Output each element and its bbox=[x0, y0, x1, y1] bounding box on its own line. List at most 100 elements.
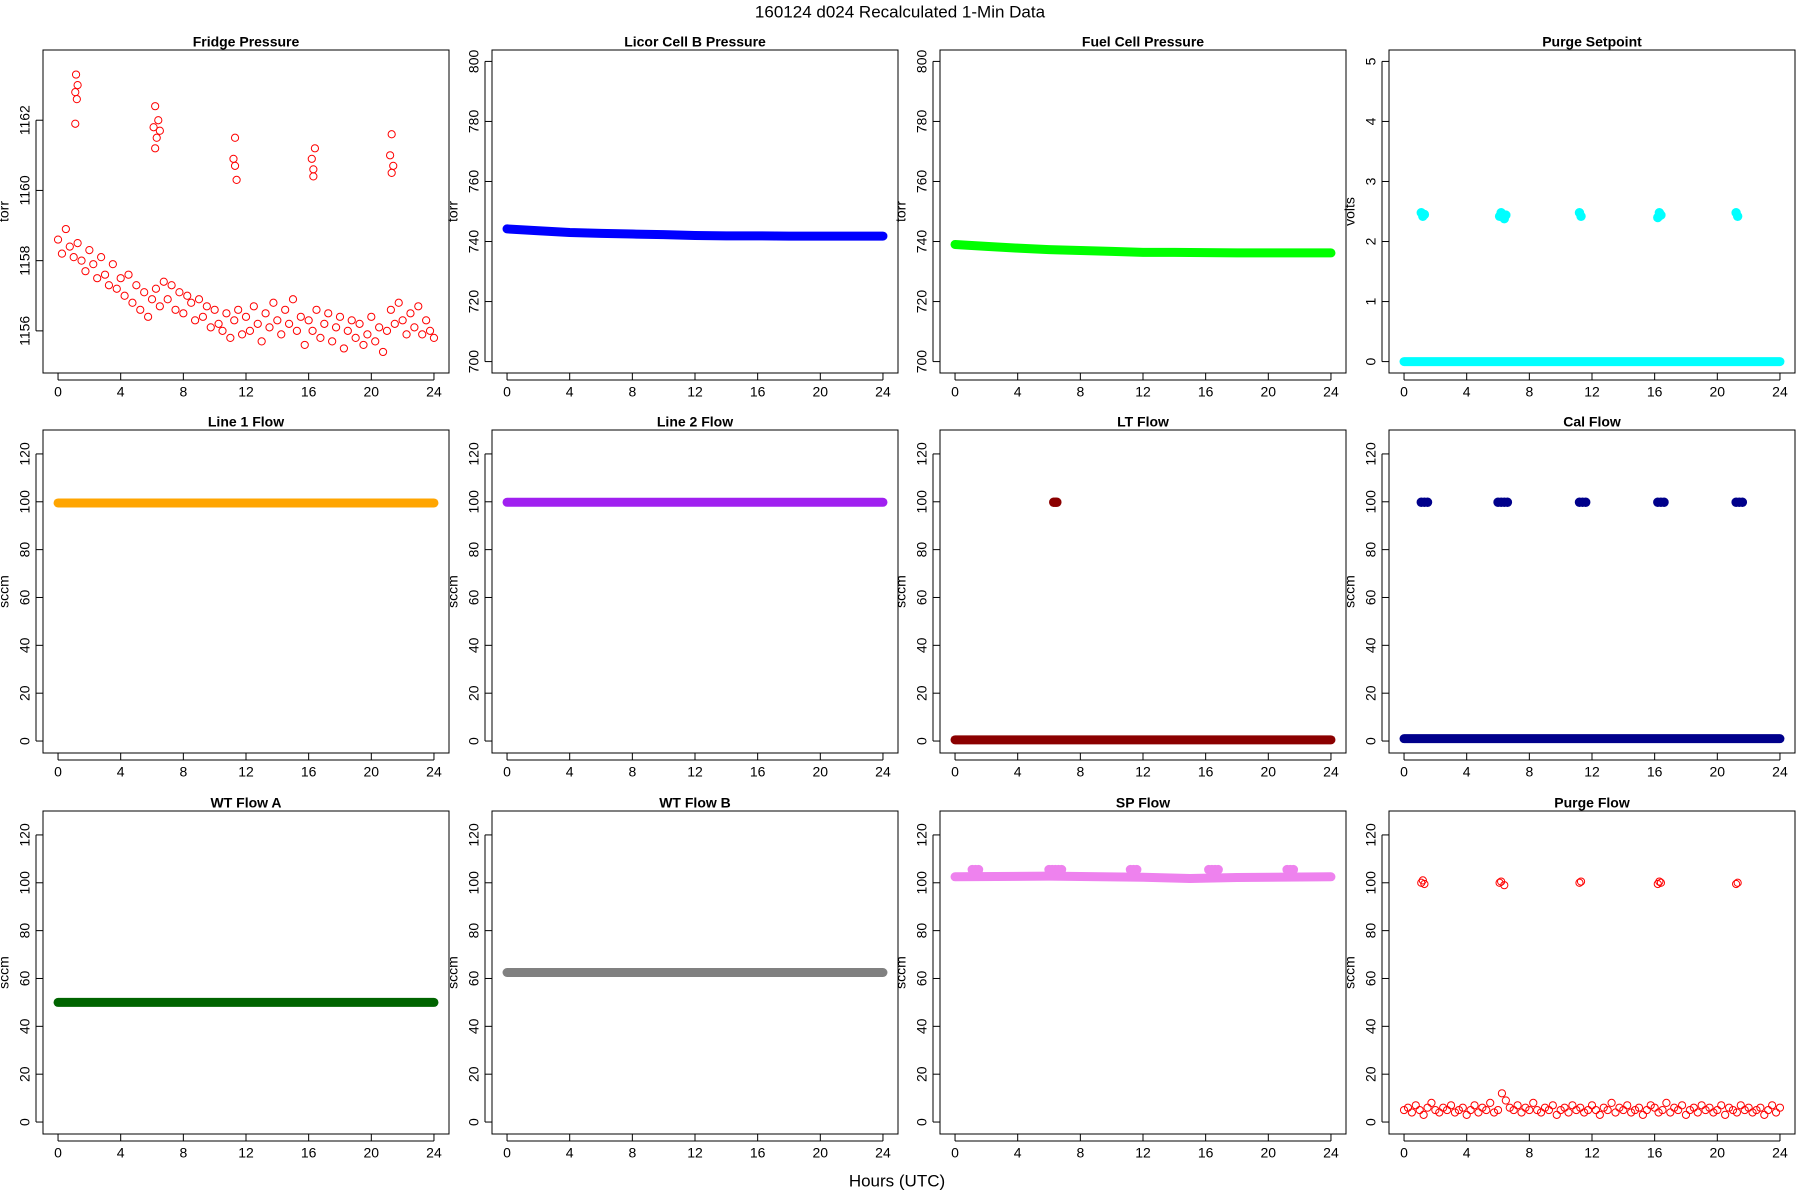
point bbox=[1656, 878, 1666, 887]
point bbox=[1466, 1105, 1475, 1115]
y-tick-label: 4 bbox=[1363, 117, 1379, 125]
panel-title: Fridge Pressure bbox=[193, 34, 300, 50]
point bbox=[1419, 1110, 1428, 1119]
y-axis-label: sccm bbox=[0, 575, 12, 608]
point bbox=[241, 312, 251, 321]
x-tick-label: 24 bbox=[1323, 1145, 1339, 1161]
y-tick-label: 60 bbox=[466, 970, 482, 986]
point bbox=[382, 326, 392, 335]
x-tick-label: 20 bbox=[1710, 1145, 1726, 1161]
point bbox=[1576, 877, 1586, 886]
point bbox=[154, 116, 163, 125]
y-tick-label: 120 bbox=[1363, 442, 1379, 466]
x-tick-label: 0 bbox=[951, 384, 959, 400]
y-tick-label: 0 bbox=[914, 737, 930, 745]
point bbox=[343, 326, 352, 335]
x-tick-label: 4 bbox=[1014, 1145, 1022, 1161]
point bbox=[387, 130, 396, 139]
y-tick-label: 60 bbox=[1363, 589, 1379, 605]
plot-area bbox=[1399, 497, 1785, 744]
y-tick-label: 700 bbox=[466, 350, 482, 374]
point bbox=[1422, 497, 1433, 507]
point bbox=[159, 277, 168, 286]
point bbox=[120, 291, 129, 300]
point bbox=[378, 347, 388, 357]
point bbox=[1525, 1105, 1534, 1115]
panel-title: Line 1 Flow bbox=[208, 414, 284, 430]
point bbox=[339, 344, 348, 353]
y-tick-label: 60 bbox=[1363, 970, 1379, 986]
x-tick-label: 8 bbox=[179, 384, 187, 400]
point bbox=[304, 316, 313, 325]
point bbox=[1501, 210, 1511, 220]
series-line bbox=[502, 224, 888, 241]
point bbox=[269, 298, 278, 307]
plot-area bbox=[950, 864, 1336, 883]
point bbox=[1502, 497, 1513, 507]
plot-frame bbox=[491, 49, 899, 374]
y-tick-label: 120 bbox=[1363, 823, 1379, 847]
point bbox=[163, 295, 172, 304]
x-tick-label: 4 bbox=[1463, 1145, 1471, 1161]
plot-area bbox=[950, 240, 1336, 258]
point bbox=[140, 288, 149, 297]
x-tick-label: 0 bbox=[54, 1145, 62, 1161]
x-tick-label: 16 bbox=[750, 764, 766, 780]
x-tick-label: 16 bbox=[1647, 1145, 1663, 1161]
y-tick-label: 100 bbox=[914, 871, 930, 895]
y-tick-label: 80 bbox=[466, 542, 482, 558]
y-tick-label: 20 bbox=[17, 1066, 33, 1082]
y-tick-label: 1160 bbox=[17, 175, 33, 205]
point bbox=[347, 316, 356, 325]
y-tick-label: 100 bbox=[1363, 490, 1379, 514]
x-tick-label: 0 bbox=[503, 1145, 511, 1161]
point bbox=[973, 864, 984, 875]
point bbox=[1581, 497, 1591, 507]
point bbox=[155, 302, 164, 311]
point bbox=[1634, 1103, 1644, 1112]
point bbox=[1756, 1103, 1765, 1112]
point bbox=[1411, 1101, 1420, 1110]
point bbox=[1462, 1110, 1471, 1119]
x-tick-label: 0 bbox=[1400, 1145, 1408, 1161]
point bbox=[222, 309, 231, 318]
point bbox=[194, 295, 204, 304]
x-tick-label: 12 bbox=[687, 764, 703, 780]
point bbox=[1564, 1108, 1573, 1117]
point bbox=[237, 330, 247, 339]
x-tick-label: 8 bbox=[1076, 764, 1084, 780]
point bbox=[1656, 210, 1666, 220]
x-tick-label: 4 bbox=[1463, 764, 1471, 780]
point bbox=[1493, 1105, 1503, 1115]
y-tick-label: 0 bbox=[17, 1118, 33, 1126]
point bbox=[1677, 1101, 1687, 1110]
point bbox=[1513, 1101, 1522, 1110]
plot-frame bbox=[491, 810, 899, 1135]
point bbox=[1056, 864, 1067, 875]
point bbox=[155, 126, 164, 135]
x-tick-label: 4 bbox=[566, 1145, 574, 1161]
point bbox=[1666, 1108, 1675, 1117]
y-tick-label: 700 bbox=[914, 350, 930, 374]
point bbox=[1638, 1110, 1648, 1119]
point bbox=[124, 270, 133, 279]
x-tick-label: 24 bbox=[875, 1145, 891, 1161]
point bbox=[292, 326, 302, 335]
y-axis-label: sccm bbox=[445, 575, 461, 608]
plot-frame bbox=[42, 429, 450, 754]
point bbox=[218, 326, 227, 335]
point bbox=[1721, 1110, 1730, 1119]
y-tick-label: 80 bbox=[1363, 542, 1379, 558]
panel-title: LT Flow bbox=[1117, 414, 1169, 430]
point bbox=[72, 95, 81, 104]
y-tick-label: 1 bbox=[1363, 297, 1379, 305]
point bbox=[1552, 1110, 1561, 1119]
point bbox=[85, 246, 94, 255]
x-tick-label: 24 bbox=[1772, 1145, 1788, 1161]
x-tick-label: 8 bbox=[1076, 1145, 1084, 1161]
y-tick-label: 20 bbox=[466, 1066, 482, 1082]
y-tick-label: 100 bbox=[17, 871, 33, 895]
x-tick-label: 16 bbox=[1198, 1145, 1214, 1161]
point bbox=[57, 249, 67, 258]
plot-area bbox=[1399, 876, 1785, 1119]
